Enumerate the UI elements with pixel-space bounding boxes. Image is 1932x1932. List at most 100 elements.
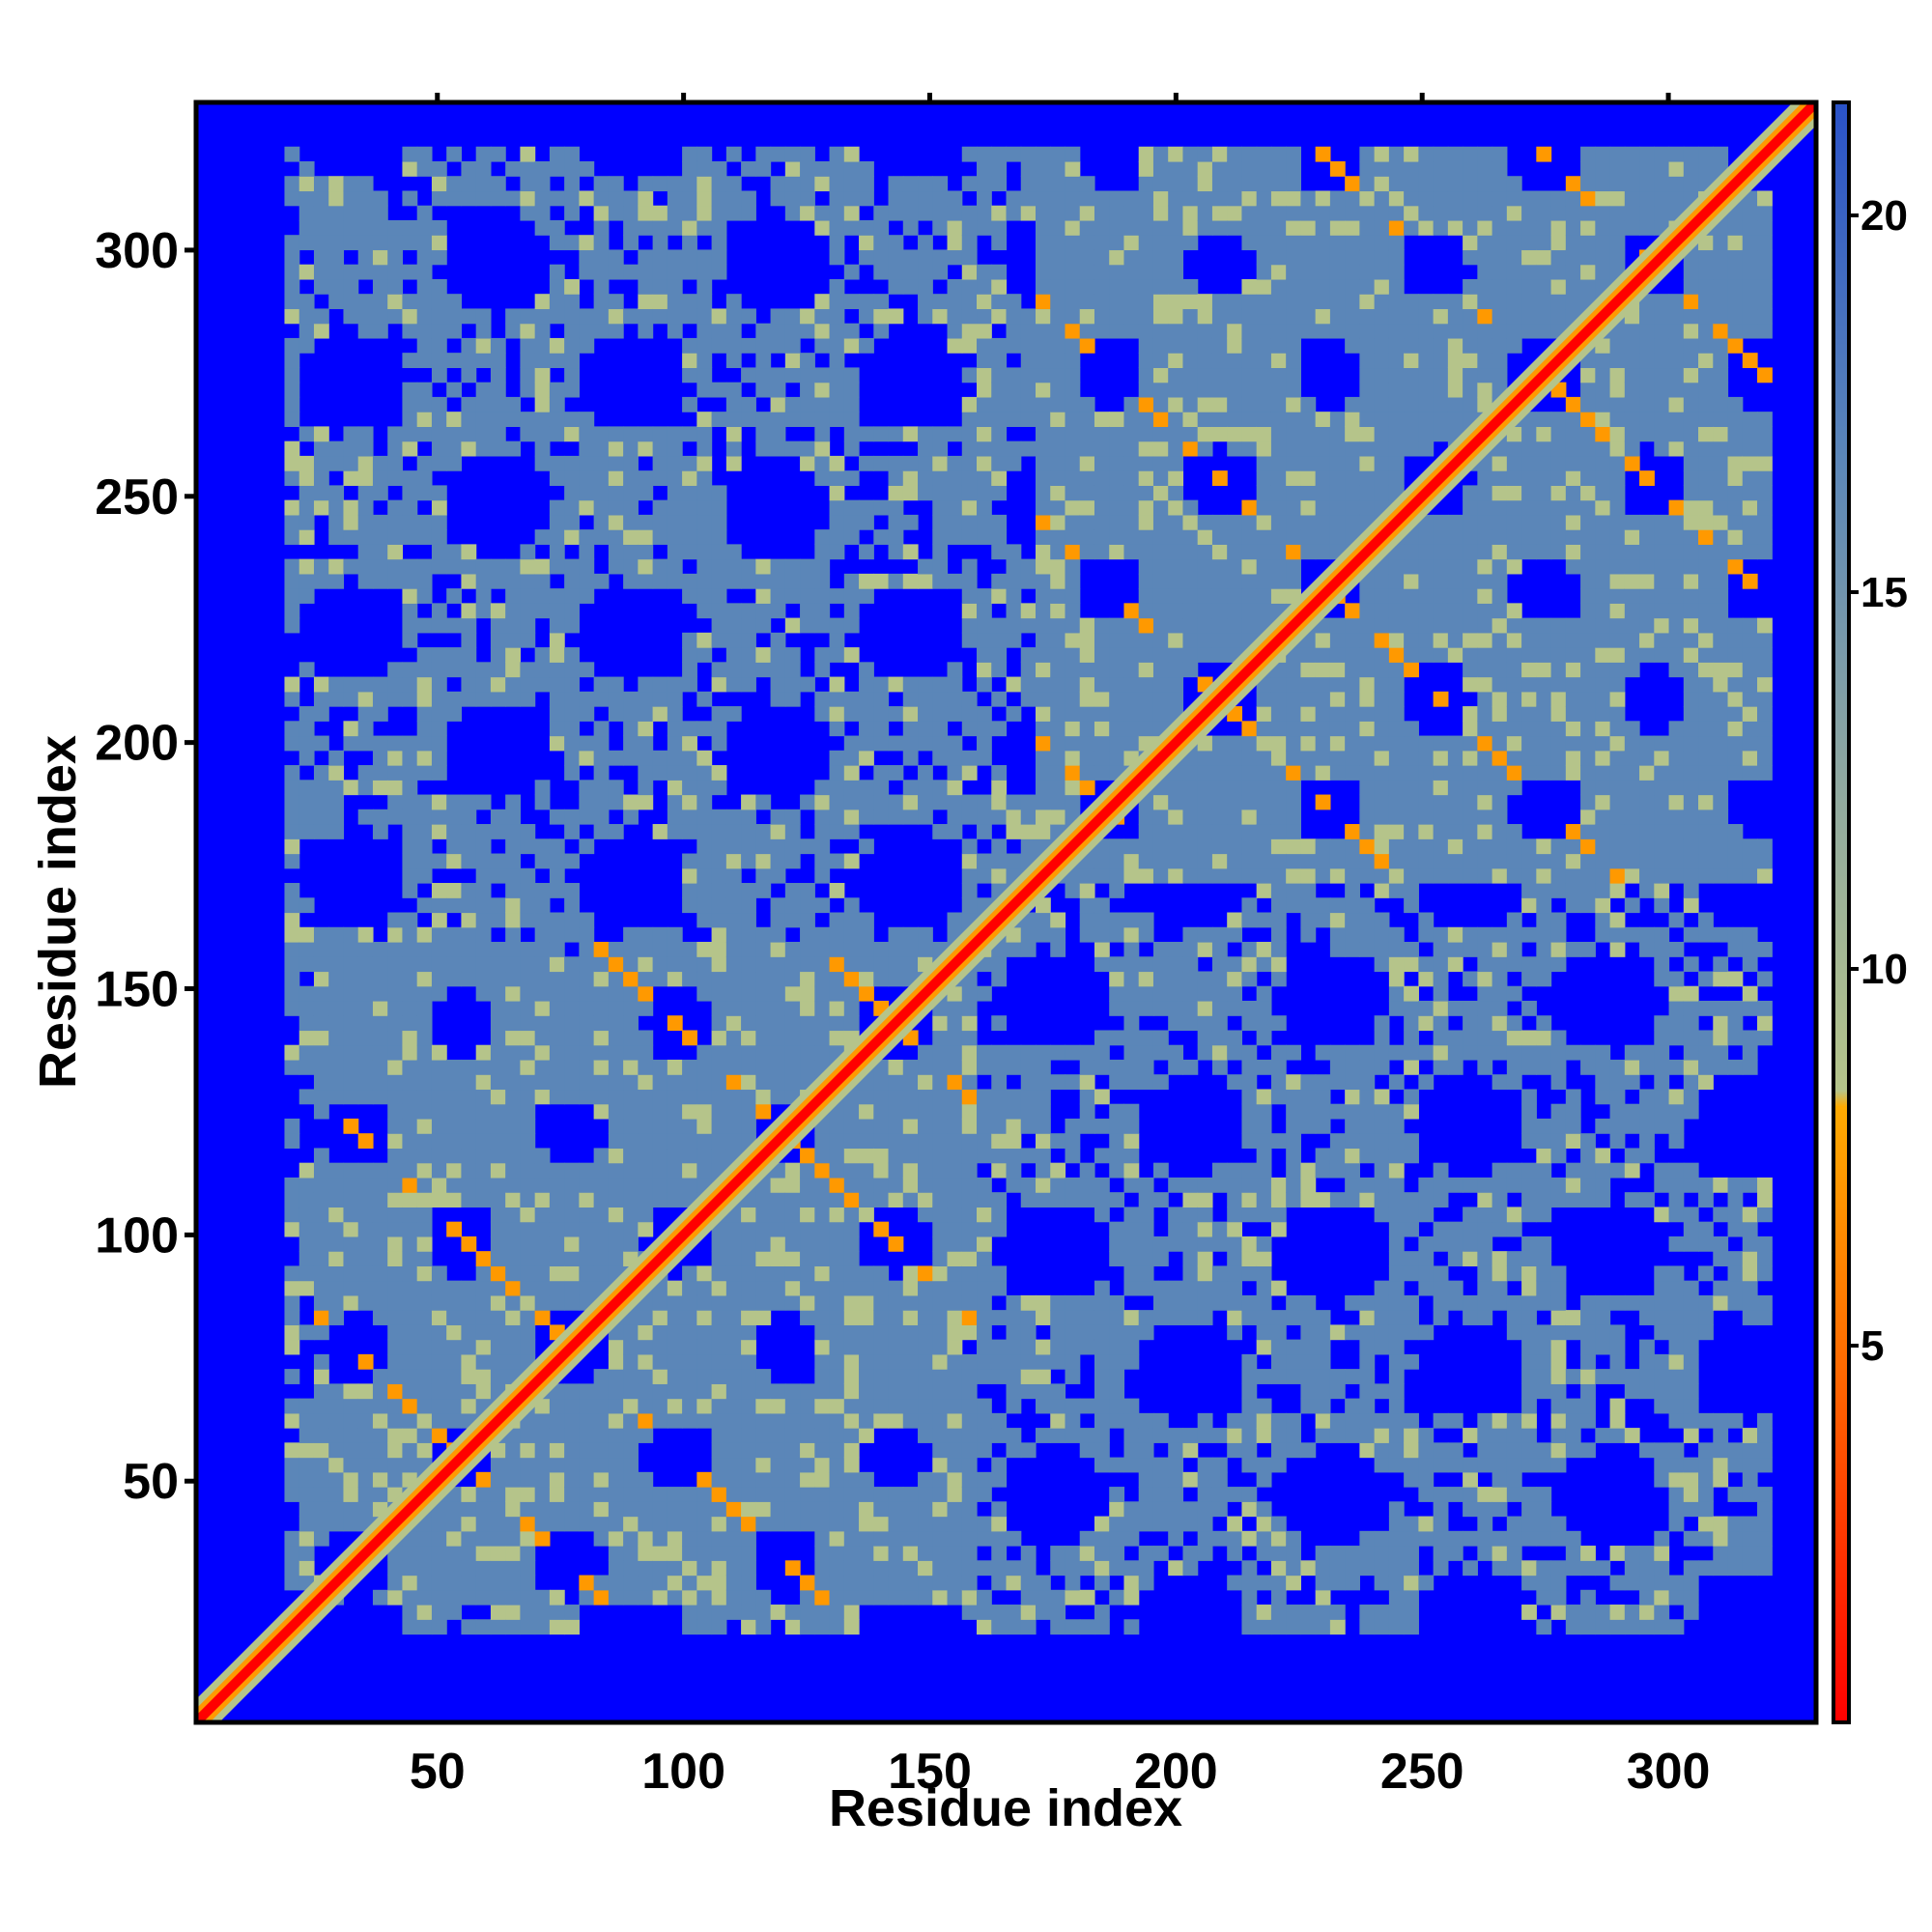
heatmap-cell [416,426,433,442]
heatmap-cell [1300,867,1317,884]
heatmap-cell [623,1487,639,1502]
heatmap-cell [461,941,477,957]
heatmap-cell [387,1059,404,1075]
heatmap-cell [1241,440,1258,457]
heatmap-cells [196,102,1816,1722]
heatmap-cell [416,1324,433,1341]
heatmap-cell [696,985,713,1002]
heatmap-cell [711,1000,727,1016]
heatmap-cell [800,1148,815,1164]
heatmap-cell [888,514,904,530]
heatmap-cell [1094,529,1110,545]
heatmap-cell [667,1560,683,1577]
heatmap-cell [888,1118,904,1134]
heatmap-cell [298,219,315,236]
heatmap-cell [696,794,713,810]
heatmap-cell [741,1383,756,1400]
heatmap-cell [991,765,1008,781]
heatmap-cell [313,1148,329,1164]
heatmap-cell [1300,264,1317,280]
heatmap-cell [961,1546,978,1561]
heatmap-cell [902,1546,919,1561]
heatmap-cell [711,190,727,207]
heatmap-cell [784,588,801,604]
heatmap-cell [1270,294,1287,310]
heatmap-cell [741,1398,756,1414]
heatmap-cell [829,1251,845,1266]
heatmap-cell [711,1530,727,1547]
heatmap-cell [1256,985,1272,1002]
heatmap-cell [1315,1428,1331,1443]
heatmap-cell [843,1383,860,1400]
heatmap-cell [431,190,447,207]
heatmap-cell [1168,205,1184,221]
heatmap-cell [1197,160,1213,177]
heatmap-cell [623,1133,639,1150]
heatmap-cell [505,1118,521,1134]
heatmap-cell [1152,1280,1169,1296]
heatmap-cell [1065,382,1081,398]
heatmap-cell [1109,691,1125,707]
heatmap-cell [725,706,742,722]
heatmap-cell [298,426,315,442]
heatmap-cell [1168,1442,1184,1459]
heatmap-cell [1241,941,1258,957]
heatmap-cell [1050,205,1066,221]
heatmap-cell [991,1089,1008,1105]
heatmap-cell [1227,205,1243,221]
heatmap-cell [741,926,756,943]
heatmap-cell [313,1501,329,1518]
heatmap-cell [608,1487,624,1502]
heatmap-cell [1211,588,1228,604]
heatmap-cell [829,382,845,398]
heatmap-cell [402,353,418,369]
heatmap-cell [579,662,595,678]
heatmap-cell [549,1280,565,1296]
heatmap-cell [608,1369,624,1384]
heatmap-cell [814,838,831,855]
heatmap-cell [770,1192,786,1208]
heatmap-cell [520,941,536,957]
heatmap-cell [1286,1369,1302,1384]
heatmap-cell [977,706,992,722]
heatmap-cell [652,1192,668,1208]
heatmap-cell [991,353,1008,369]
heatmap-cell [770,1383,786,1400]
heatmap-cell [829,1398,845,1414]
heatmap-cell [711,632,727,648]
heatmap-cell [843,176,860,192]
heatmap-cell [549,647,565,663]
heatmap-cell [888,1369,904,1384]
heatmap-cell [343,1236,359,1252]
heatmap-cell [1094,1280,1110,1296]
heatmap-cell [947,1221,963,1237]
heatmap-cell [652,971,668,987]
heatmap-cell [416,205,433,221]
heatmap-cell [446,617,463,634]
heatmap-cell [534,1412,551,1429]
heatmap-cell [534,426,551,442]
heatmap-cell [1138,1442,1154,1459]
heatmap-cell [1035,1294,1051,1311]
heatmap-cell [623,985,639,1002]
heatmap-cell [284,603,300,619]
heatmap-cell [696,809,713,825]
heatmap-cell [1270,867,1287,884]
heatmap-cell [446,941,463,957]
heatmap-cell [682,1148,697,1164]
heatmap-cell [1035,691,1051,707]
heatmap-cell [461,1560,477,1577]
heatmap-cell [564,1236,580,1252]
heatmap-cell [1065,455,1081,471]
heatmap-cell [859,941,874,957]
heatmap-cell [652,1339,668,1355]
heatmap-cell [1300,883,1317,898]
heatmap-cell [1006,382,1022,398]
heatmap-cell [977,824,992,839]
heatmap-cell [977,1369,992,1384]
heatmap-cell [328,1471,345,1488]
heatmap-cell [1050,1310,1066,1325]
heatmap-cell [431,985,447,1002]
heatmap-cell [461,558,477,575]
heatmap-cell [918,1324,933,1341]
